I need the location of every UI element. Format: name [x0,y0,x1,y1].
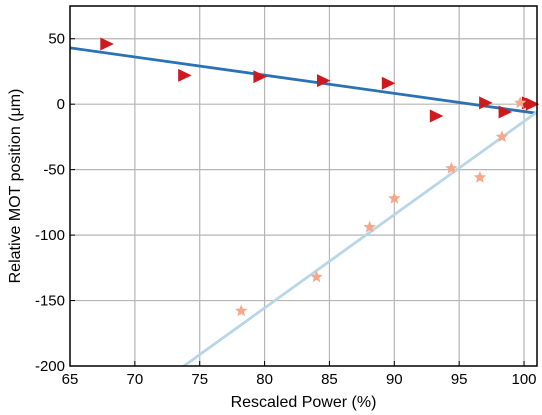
y-tick-label: -100 [35,227,65,244]
data-point-triangle [525,97,540,111]
x-tick-label: 65 [62,371,79,388]
data-point-triangle [100,37,114,51]
x-tick-label: 100 [512,371,537,388]
fit-line [70,46,537,115]
y-axis-label: Relative MOT position (μm) [7,89,24,284]
data-point-triangle [253,70,267,84]
y-tick-label: -150 [35,293,65,310]
x-tick-label: 80 [256,371,273,388]
x-tick-label: 70 [127,371,144,388]
y-tick-label: -50 [43,162,65,179]
data-point-triangle [479,96,493,110]
data-point-triangle [178,68,192,82]
plot-background [70,6,537,366]
x-tick-label: 95 [451,371,468,388]
x-tick-label: 75 [191,371,208,388]
x-axis-label: Rescaled Power (%) [231,394,377,411]
data-point-star [473,170,487,183]
data-point-star [310,270,323,283]
data-point-star [235,304,248,317]
plot-frame [69,5,538,367]
x-tick-label: 85 [321,371,338,388]
ticks: 65 70 75 80 85 90 95 100 -200 -150 -100 -50 0 50 [35,31,537,388]
data-point-star [363,220,376,233]
data-point-triangle [316,74,331,88]
data-point-star [388,191,401,204]
y-tick-label: 0 [57,96,65,113]
data-point-star [445,161,458,174]
grid [70,6,537,366]
data-point-star [495,130,509,143]
x-tick-label: 90 [386,371,403,388]
y-tick-label: -200 [35,358,65,375]
data-point-triangle [498,105,513,119]
data-point-triangle [429,109,444,123]
y-tick-label: 50 [48,31,65,48]
data-point-triangle [381,76,396,90]
data-point-star [513,96,527,109]
fit-line [181,110,537,366]
fit-lines [70,46,537,366]
data-points [100,37,540,317]
